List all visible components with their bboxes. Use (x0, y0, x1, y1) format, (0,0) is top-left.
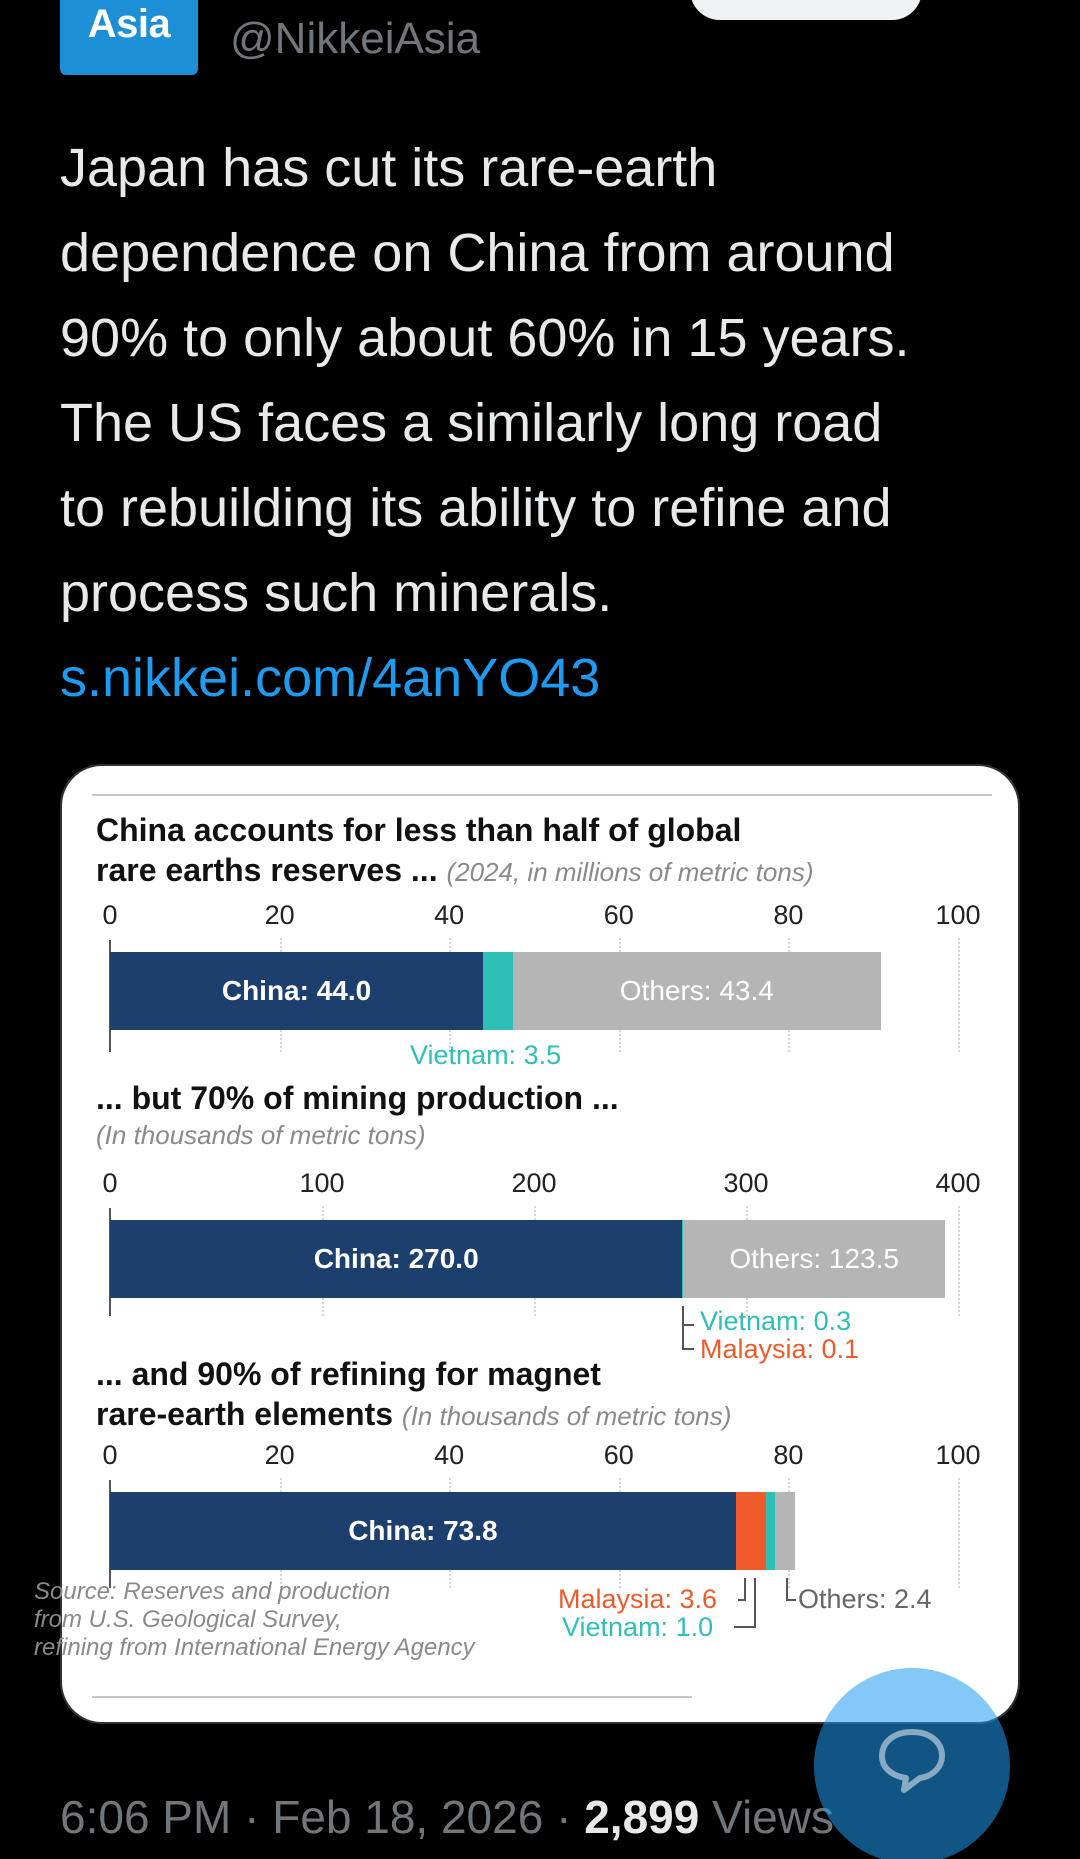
tweet-link[interactable]: s.nikkei.com/4anYO43 (60, 648, 601, 708)
chart2-title: ... but 70% of mining production ... (96, 1080, 619, 1116)
tweet-meta: 6:06 PM · Feb 18, 2026 · 2,899 Views (60, 1791, 834, 1843)
chart3-subtitle: (In thousands of metric tons) (401, 1401, 732, 1431)
chart1-label-china: China: 44.0 (221, 975, 372, 1006)
chart1-callout-vietnam: Vietnam: 3.5 (410, 1040, 562, 1070)
chart2-tick-label: 300 (723, 1168, 769, 1198)
chart3-label-china: China: 73.8 (348, 1515, 498, 1546)
chart1-tick-label: 0 (102, 900, 118, 930)
chart2-bar-vietnam (682, 1220, 684, 1298)
chart1-tick-label: 20 (264, 900, 295, 930)
views-label: Views (699, 1791, 834, 1843)
top-rule (92, 794, 992, 796)
chart2-label-china: China: 270.0 (313, 1243, 479, 1274)
chart2-tick-label: 400 (935, 1168, 981, 1198)
chart1-bar-vietnam (483, 952, 513, 1030)
chart-source-note: Source: Reserves and production from U.S… (34, 1578, 475, 1661)
chart3-callout-vietnam: Vietnam: 1.0 (562, 1612, 714, 1642)
chart1-tick-label: 100 (935, 900, 981, 930)
chart2-gridline (958, 1206, 960, 1316)
tweet-text: Japan has cut its rare-earth dependence … (60, 138, 910, 623)
chart3-leader-others (786, 1578, 788, 1600)
chart2-bar-others (683, 1220, 946, 1298)
chart2-subtitle: (In thousands of metric tons) (96, 1120, 426, 1150)
chart1-label-others: Others: 43.4 (619, 975, 774, 1006)
chart2-callout-malaysia: Malaysia: 0.1 (700, 1334, 860, 1364)
chart1-tick-label: 80 (773, 900, 804, 930)
chart3-title: ... and 90% of refining for magnet rare-… (96, 1356, 732, 1432)
chart3-leader-others-h (786, 1599, 796, 1601)
reply-fab[interactable] (814, 1668, 1010, 1859)
tweet-header: Asia @NikkeiAsia (0, 0, 1080, 90)
account-handle[interactable]: @NikkeiAsia (230, 14, 481, 63)
chart3-tick-label: 80 (773, 1440, 804, 1470)
media-card[interactable]: China accounts for less than half of glo… (60, 764, 1020, 1724)
chart2-tick-label: 0 (102, 1168, 118, 1198)
views-count: 2,899 (584, 1791, 700, 1843)
chart2-leader-tick-malaysia (682, 1348, 694, 1350)
tweet-time: 6:06 PM (60, 1791, 232, 1843)
chart3-bar-vietnam (766, 1492, 775, 1570)
chart3-bar-malaysia (735, 1492, 767, 1570)
chart3-tick-label: 0 (102, 1440, 118, 1470)
chart1-subtitle: (2024, in millions of metric tons) (446, 857, 814, 887)
chart2-callout-vietnam: Vietnam: 0.3 (700, 1306, 852, 1336)
chart3-gridline (958, 1478, 960, 1588)
chart3-callout-others: Others: 2.4 (798, 1584, 932, 1614)
chart3-callout-malaysia: Malaysia: 3.6 (558, 1584, 718, 1614)
bottom-rule (92, 1696, 692, 1698)
chart2-tick-label: 100 (299, 1168, 345, 1198)
comment-bubble-icon (879, 1729, 945, 1793)
chart1-tick-label: 40 (434, 900, 465, 930)
chart3-leader-vietnam-h (734, 1626, 756, 1628)
chart3-tick-label: 20 (264, 1440, 295, 1470)
chart2-tick-label: 200 (511, 1168, 557, 1198)
chart1-bar-china (110, 952, 484, 1030)
chart3-tick-label: 40 (434, 1440, 465, 1470)
chart2-label-others: Others: 123.5 (729, 1243, 899, 1274)
tweet-date[interactable]: Feb 18, 2026 (272, 1791, 544, 1843)
avatar-badge-text: Asia (87, 2, 171, 46)
chart3-tick-label: 60 (603, 1440, 634, 1470)
chart1-bar-others (512, 952, 881, 1030)
chart2-bar-china (110, 1220, 683, 1298)
chart1-gridline (958, 938, 960, 1052)
chart3-leader-malaysia (744, 1578, 746, 1600)
chart3-leader-vietnam (754, 1578, 756, 1626)
follow-button[interactable] (690, 0, 922, 20)
chart3-tick-label: 100 (935, 1440, 981, 1470)
chart3-bar-others (774, 1492, 796, 1570)
chart3-leader-malaysia-h (738, 1599, 746, 1601)
account-avatar[interactable]: Asia (60, 0, 198, 75)
chart1-title: China accounts for less than half of glo… (96, 812, 814, 888)
chart2-leader-tick-vietnam (682, 1324, 694, 1326)
chart2-leader (682, 1306, 692, 1348)
chart1-tick-label: 60 (603, 900, 634, 930)
chart3-bar-china (110, 1492, 736, 1570)
